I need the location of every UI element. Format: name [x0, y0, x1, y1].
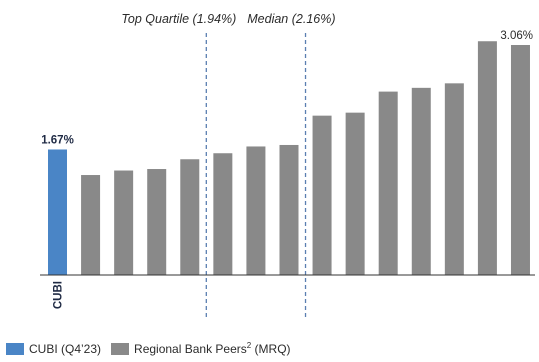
bar-peers-7: [279, 144, 299, 275]
bar-peers-8: [312, 115, 332, 276]
bar-peers-9: [345, 112, 365, 276]
bar-peers-4: [180, 159, 200, 275]
legend-swatch-cubi: [6, 343, 24, 355]
legend-label-peers-superscript: 2: [246, 341, 252, 350]
bar-peers-6: [246, 146, 266, 275]
reference-label-median: Median (2.16%): [247, 12, 335, 26]
bar-peers-1: [81, 175, 101, 275]
legend-item-cubi: CUBI (Q4’23): [6, 342, 101, 356]
legend-label-peers-text: Regional Bank Peers: [134, 342, 247, 356]
category-label-cubi: CUBI: [53, 281, 65, 309]
bar-peers-10: [378, 91, 398, 275]
bar-peers-13: [477, 41, 497, 275]
value-label-cubi-1: 1.67%: [41, 134, 74, 146]
bar-peers-11: [411, 87, 431, 275]
reference-label-top-quartile: Top Quartile (1.94%): [121, 12, 236, 26]
bar-cubi-1: [48, 149, 67, 275]
bar-peers-14: [510, 45, 530, 275]
legend: CUBI (Q4’23) Regional Bank Peers2 (MRQ): [6, 342, 291, 356]
legend-label-peers: Regional Bank Peers2 (MRQ): [134, 341, 291, 357]
bars-layer: [48, 41, 530, 276]
bar-peers-2: [114, 170, 134, 275]
bar-peers-12: [444, 83, 464, 275]
legend-swatch-peers: [111, 343, 130, 355]
reference-lines-layer: [205, 33, 307, 318]
bar-peers-3: [147, 169, 167, 275]
legend-label-peers-suffix: (MRQ): [251, 342, 291, 356]
legend-item-peers: Regional Bank Peers2 (MRQ): [111, 342, 291, 356]
legend-label-cubi: CUBI (Q4’23): [29, 342, 102, 356]
value-label-peers-14: 3.06%: [500, 30, 533, 42]
bar-peers-5: [213, 153, 233, 275]
labels-layer: 1.67% CUBI 3.06% Top Quartile (1.94%) Median…: [41, 12, 533, 309]
